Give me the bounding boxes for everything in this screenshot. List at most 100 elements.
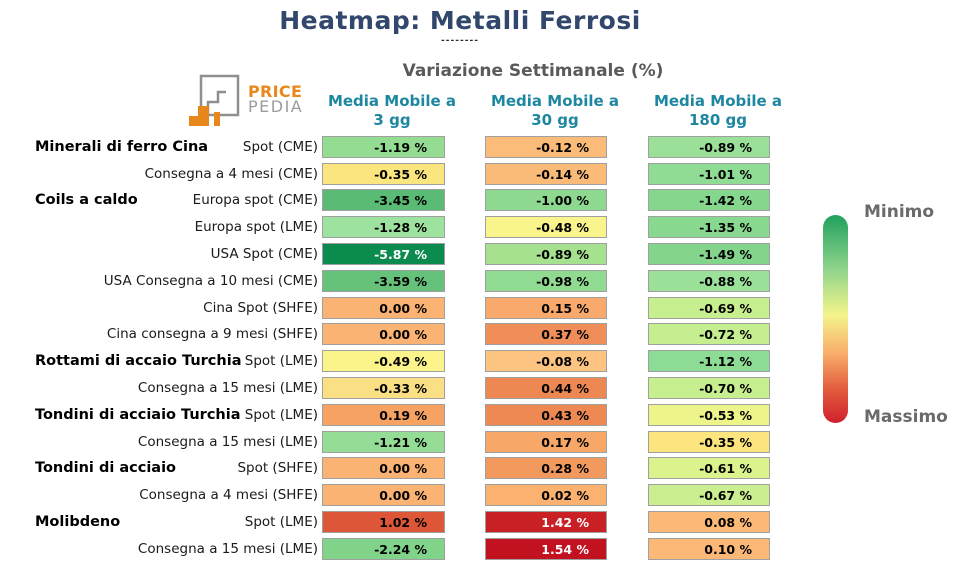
heatmap-cell-180gg: -0.69 % xyxy=(648,296,770,319)
row-group-label: Rottami di accaio Turchia xyxy=(35,353,242,370)
table-row: USA Consegna a 10 mesi (CME) -3.59 % -0.98… xyxy=(0,269,790,292)
heatmap-cell-30gg: -1.00 % xyxy=(485,189,607,212)
column-header-line: Media Mobile a xyxy=(653,92,783,110)
heatmap-cell-3gg: 1.02 % xyxy=(322,511,445,533)
column-header-line: 180 gg xyxy=(688,110,747,129)
row-instrument-label: Spot (LME) xyxy=(244,353,318,370)
table-row: Molibdeno Spot (LME) 1.02 % 1.42 % 0.08 % xyxy=(0,511,790,533)
table-row: Cina consegna a 9 mesi (SHFE) 0.00 % 0.37 … xyxy=(0,323,790,346)
row-instrument-label: Cina Spot (SHFE) xyxy=(203,299,318,316)
column-header-line: Media Mobile a xyxy=(327,92,457,110)
heatmap-cell-3gg: -0.35 % xyxy=(322,162,445,185)
row-instrument-label: Spot (LME) xyxy=(244,406,318,423)
table-row: Consegna a 15 mesi (LME) -0.33 % 0.44 % -0.… xyxy=(0,377,790,399)
heatmap-cell-30gg: 0.02 % xyxy=(485,484,607,507)
row-instrument-label: Consegna a 15 mesi (LME) xyxy=(137,433,318,450)
row-group-label: Coils a caldo xyxy=(35,192,138,209)
row-group-label: Tondini di acciaio xyxy=(35,460,176,477)
heatmap-cell-30gg: 0.44 % xyxy=(485,377,607,399)
subtitle: Variazione Settimanale (%) xyxy=(402,61,664,81)
row-group-label: Minerali di ferro Cina xyxy=(35,138,209,155)
column-header-30gg: Media Mobile a 30 gg xyxy=(470,92,640,129)
row-instrument-label: USA Consegna a 10 mesi (CME) xyxy=(103,272,318,289)
table-row: Coils a caldo Europa spot (CME) -3.45 % -1.… xyxy=(0,189,790,212)
heatmap-cell-180gg: -0.89 % xyxy=(648,135,770,158)
heatmap-cell-30gg: -0.89 % xyxy=(485,243,607,265)
heatmap-cell-180gg: -0.67 % xyxy=(648,484,770,507)
column-header-line: 30 gg xyxy=(531,110,579,129)
heatmap-cell-180gg: -0.35 % xyxy=(648,430,770,453)
heatmap-cell-30gg: -0.12 % xyxy=(485,135,607,158)
row-instrument-label: Europa spot (CME) xyxy=(192,192,318,209)
row-instrument-label: Spot (CME) xyxy=(242,138,318,155)
heatmap-cell-30gg: -0.08 % xyxy=(485,350,607,373)
heatmap-cell-180gg: -0.72 % xyxy=(648,323,770,346)
heatmap-cell-180gg: 0.10 % xyxy=(648,537,770,560)
heatmap-cell-3gg: -0.49 % xyxy=(322,350,445,373)
heatmap-cell-3gg: -5.87 % xyxy=(322,243,445,265)
row-instrument-label: Europa spot (LME) xyxy=(194,219,318,236)
table-row: USA Spot (CME) -5.87 % -0.89 % -1.49 % xyxy=(0,243,790,265)
legend-min-label: Minimo xyxy=(864,202,935,222)
row-instrument-label: Consegna a 4 mesi (CME) xyxy=(144,165,318,182)
heatmap-cell-3gg: 0.19 % xyxy=(322,403,445,426)
heatmap-cell-180gg: -0.70 % xyxy=(648,377,770,399)
heatmap-cell-30gg: -0.98 % xyxy=(485,269,607,292)
title-underline: -------- xyxy=(441,36,479,46)
table-row: Consegna a 4 mesi (SHFE) 0.00 % 0.02 % -0.6… xyxy=(0,484,790,507)
heatmap-cell-3gg: -3.59 % xyxy=(322,269,445,292)
heatmap-cell-180gg: -1.35 % xyxy=(648,216,770,239)
column-header-180gg: Media Mobile a 180 gg xyxy=(633,92,803,129)
heatmap-cell-180gg: -0.53 % xyxy=(648,403,770,426)
table-row: Europa spot (LME) -1.28 % -0.48 % -1.35 % xyxy=(0,216,790,239)
heatmap-cell-3gg: -3.45 % xyxy=(322,189,445,212)
table-row: Consegna a 15 mesi (LME) -2.24 % 1.54 % 0.1… xyxy=(0,537,790,560)
heatmap-cell-30gg: 0.15 % xyxy=(485,296,607,319)
row-instrument-label: Spot (LME) xyxy=(244,514,318,530)
row-instrument-label: Consegna a 15 mesi (LME) xyxy=(137,540,318,557)
heatmap-cell-3gg: -1.28 % xyxy=(322,216,445,239)
heatmap-cell-30gg: 1.42 % xyxy=(485,511,607,533)
table-row: Consegna a 4 mesi (CME) -0.35 % -0.14 % -1.… xyxy=(0,162,790,185)
column-header-3gg: Media Mobile a 3 gg xyxy=(307,92,477,129)
heatmap-cell-30gg: -0.14 % xyxy=(485,162,607,185)
heatmap-cell-3gg: 0.00 % xyxy=(322,484,445,507)
table-row: Tondini di acciaio Spot (SHFE) 0.00 % 0.28 … xyxy=(0,457,790,480)
heatmap-cell-30gg: 0.17 % xyxy=(485,430,607,453)
row-group-label: Tondini di acciaio Turchia xyxy=(35,406,241,423)
heatmap-cell-3gg: -1.19 % xyxy=(322,135,445,158)
heatmap-cell-180gg: -0.61 % xyxy=(648,457,770,480)
heatmap-cell-180gg: -0.88 % xyxy=(648,269,770,292)
table-row: Tondini di acciaio Turchia Spot (LME) 0.19… xyxy=(0,403,790,426)
heatmap-cell-30gg: 0.43 % xyxy=(485,403,607,426)
heatmap-cell-180gg: -1.49 % xyxy=(648,243,770,265)
page-title: Heatmap: Metalli Ferrosi xyxy=(279,6,641,35)
heatmap-cell-3gg: -0.33 % xyxy=(322,377,445,399)
heatmap-cell-3gg: 0.00 % xyxy=(322,457,445,480)
row-instrument-label: Cina consegna a 9 mesi (SHFE) xyxy=(106,326,318,343)
table-row: Rottami di accaio Turchia Spot (LME) -0.49… xyxy=(0,350,790,373)
column-header-line: 3 gg xyxy=(373,110,411,129)
heatmap-cell-30gg: 0.37 % xyxy=(485,323,607,346)
row-group-label: Molibdeno xyxy=(35,514,121,530)
logo-text-price: PRICE xyxy=(248,82,303,101)
row-instrument-label: Consegna a 15 mesi (LME) xyxy=(137,380,318,396)
table-row: Minerali di ferro Cina Spot (CME) -1.19 % -… xyxy=(0,135,790,158)
pricepedia-logo: PRICE PEDIA xyxy=(188,68,308,130)
heatmap-cell-30gg: 0.28 % xyxy=(485,457,607,480)
heatmap-cell-180gg: -1.12 % xyxy=(648,350,770,373)
heatmap-cell-3gg: 0.00 % xyxy=(322,323,445,346)
row-instrument-label: Consegna a 4 mesi (SHFE) xyxy=(139,487,318,504)
pricepedia-logo-text: PRICE PEDIA xyxy=(248,82,303,115)
heatmap-cell-30gg: 1.54 % xyxy=(485,537,607,560)
heatmap-cell-3gg: -2.24 % xyxy=(322,537,445,560)
heatmap-cell-180gg: 0.08 % xyxy=(648,511,770,533)
heatmap-cell-180gg: -1.42 % xyxy=(648,189,770,212)
row-instrument-label: Spot (SHFE) xyxy=(237,460,318,477)
heatmap-cell-3gg: 0.00 % xyxy=(322,296,445,319)
row-instrument-label: USA Spot (CME) xyxy=(210,246,318,262)
table-row: Cina Spot (SHFE) 0.00 % 0.15 % -0.69 % xyxy=(0,296,790,319)
legend-gradient-bar xyxy=(823,215,848,423)
column-header-line: Media Mobile a xyxy=(490,92,620,110)
